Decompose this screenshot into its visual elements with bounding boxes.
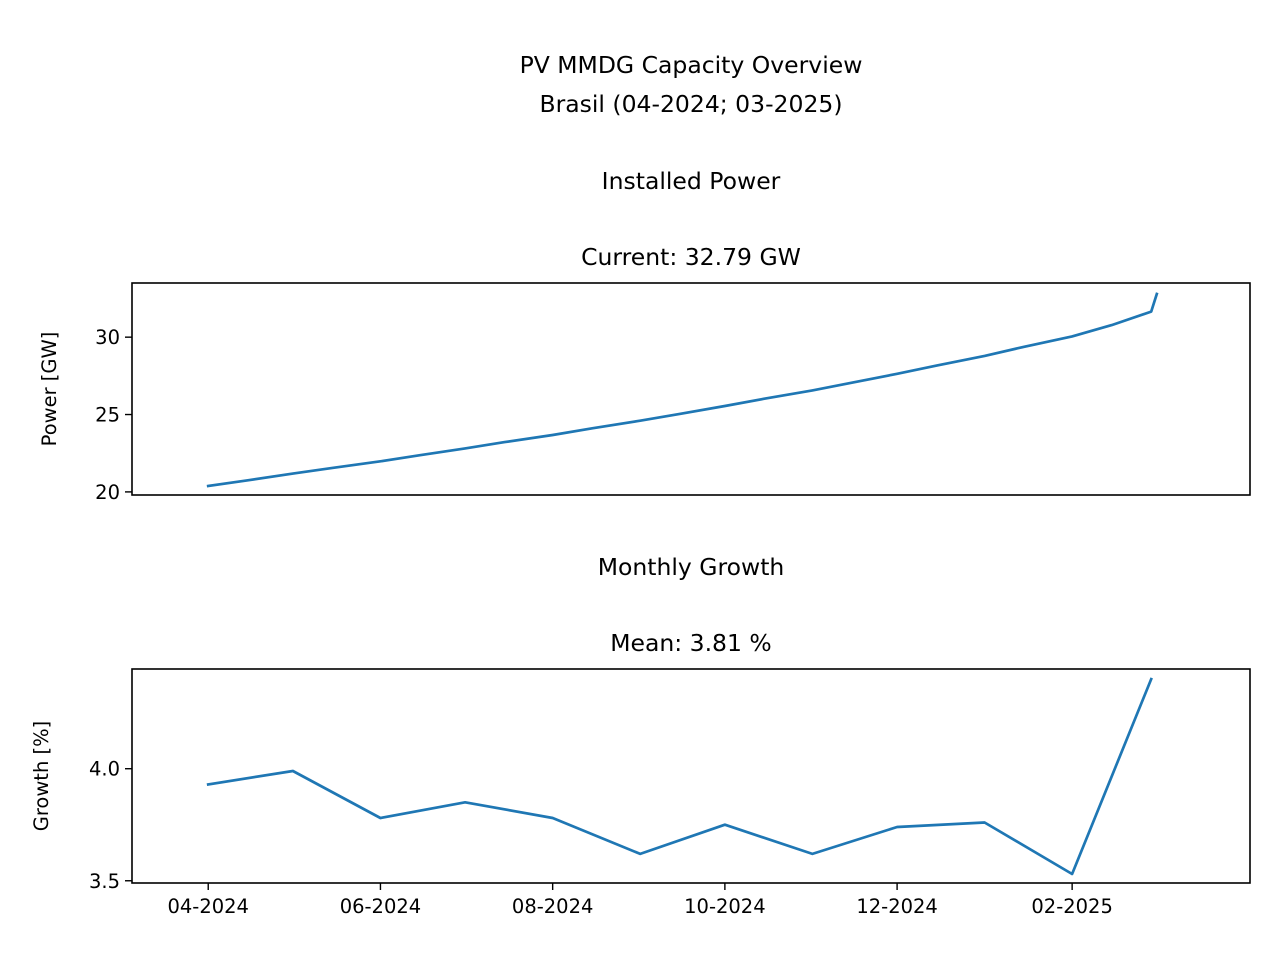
- growth-series-line: [206, 677, 1153, 876]
- growth-y-tick-label: 4.0: [89, 758, 120, 781]
- growth-x-tick-label: 12-2024: [856, 895, 937, 918]
- power-y-axis-label: Power [GW]: [38, 332, 61, 447]
- growth-chart-subtitle: Mean: 3.81 %: [610, 629, 772, 657]
- growth-x-tick-label: 10-2024: [684, 895, 765, 918]
- growth-x-tick-label: 06-2024: [340, 895, 421, 918]
- growth-chart: Monthly Growth Mean: 3.81 % Growth [%] 3…: [30, 553, 1251, 918]
- power-y-tick-label: 20: [95, 481, 120, 504]
- power-y-tick-label: 30: [95, 326, 120, 349]
- power-series-line: [206, 292, 1159, 488]
- power-chart-subtitle: Current: 32.79 GW: [581, 243, 801, 271]
- growth-x-tick-label: 02-2025: [1031, 895, 1112, 918]
- growth-x-tick-label: 08-2024: [512, 895, 593, 918]
- growth-y-tick-label: 3.5: [89, 870, 120, 893]
- power-chart-title: Installed Power: [602, 167, 781, 195]
- figure-subtitle: Brasil (04-2024; 03-2025): [539, 90, 842, 118]
- growth-chart-title: Monthly Growth: [598, 553, 785, 581]
- power-plot-area: 20 25 30: [95, 292, 1159, 504]
- growth-plot-area: 3.5 4.0 04-2024 06-2024 08-2024 10-2024 12-202…: [89, 677, 1153, 918]
- growth-axes-frame: [131, 668, 1251, 884]
- growth-y-axis-label: Growth [%]: [30, 721, 53, 832]
- power-chart: Installed Power Current: 32.79 GW Power …: [38, 167, 1251, 504]
- power-axes-frame: [131, 282, 1251, 496]
- figure-title: PV MMDG Capacity Overview: [520, 51, 863, 79]
- growth-x-tick-label: 04-2024: [167, 895, 248, 918]
- power-y-tick-label: 25: [95, 404, 120, 427]
